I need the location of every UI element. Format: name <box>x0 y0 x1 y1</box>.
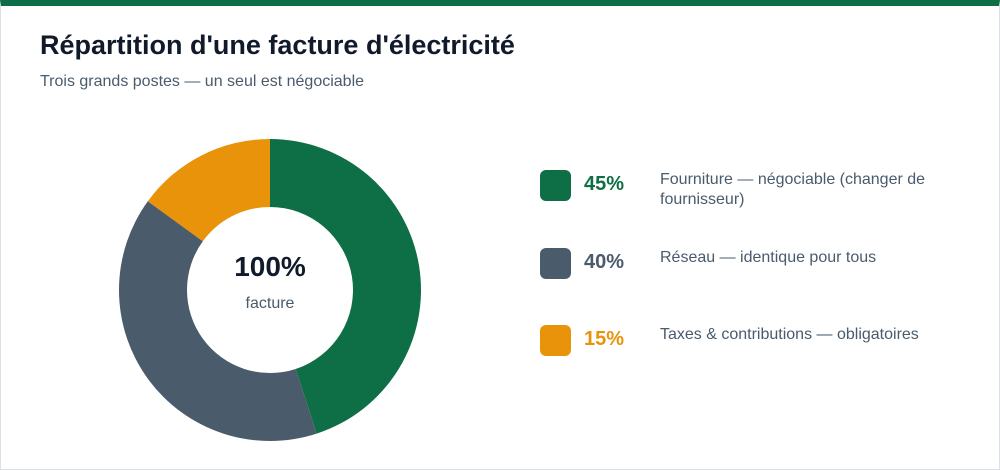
legend-label-taxes: Taxes & contributions — obligatoires <box>660 326 919 343</box>
donut-center-value: 100% <box>234 251 306 282</box>
donut-slice-fourniture <box>270 139 421 434</box>
legend-percent-fourniture: 45% <box>584 173 625 195</box>
chart-subtitle: Trois grands postes — un seul est négoci… <box>40 73 365 90</box>
legend-percent-taxes: 15% <box>584 328 625 350</box>
chart-title: Répartition d'une facture d'électricité <box>40 30 515 60</box>
legend-label-fourniture: Fourniture — négociable (changer de four… <box>660 171 926 208</box>
donut-slice-reseau <box>119 201 317 441</box>
legend-swatch-reseau <box>540 248 571 279</box>
legend: 45% Fourniture — négociable (changer de … <box>540 0 980 470</box>
donut-slice-taxes <box>147 139 270 242</box>
legend-percent-reseau: 40% <box>584 251 625 273</box>
legend-swatch-fourniture <box>540 170 571 201</box>
donut-center-label: facture <box>245 295 295 312</box>
legend-label-reseau: Réseau — identique pour tous <box>660 249 877 266</box>
legend-swatch-taxes <box>540 325 571 356</box>
